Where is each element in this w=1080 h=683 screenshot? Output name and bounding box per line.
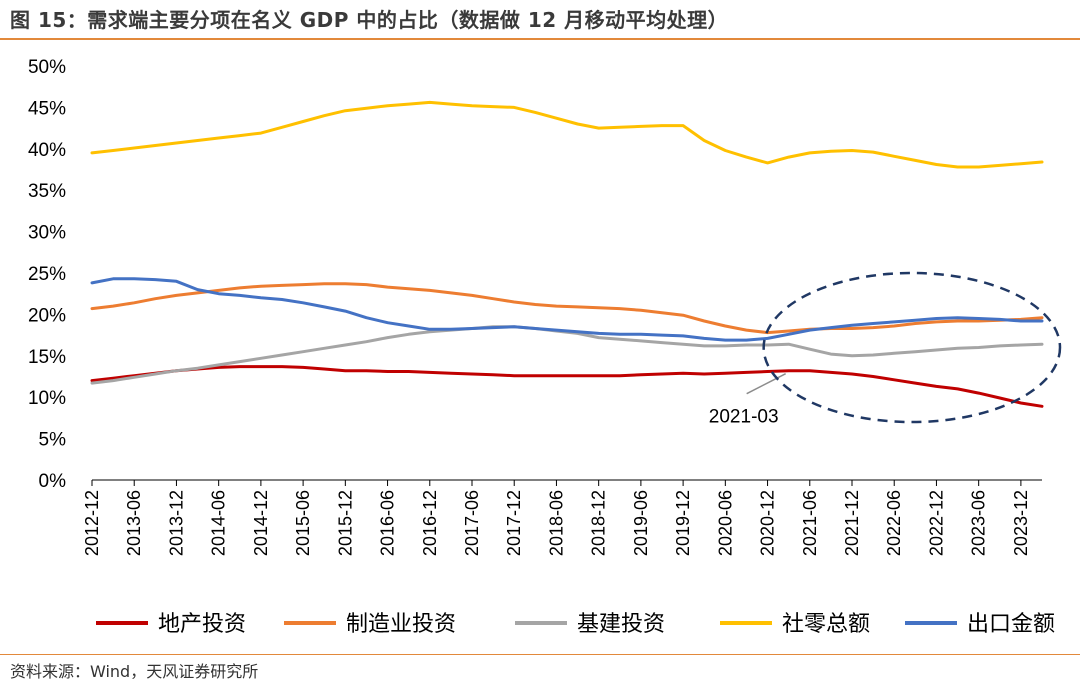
legend-label: 出口金额 <box>967 612 1055 637</box>
y-tick-label: 15% <box>28 347 66 368</box>
y-tick-label: 0% <box>39 471 67 492</box>
x-axis: 2012-12 2013-06 2013-12 2014-06 2014-12 2015-… <box>82 479 1042 556</box>
legend-label: 社零总额 <box>782 612 870 637</box>
title-divider <box>0 38 1080 40</box>
x-tick-label: 2015-06 <box>293 490 313 556</box>
x-tick-label: 2020-06 <box>715 490 735 556</box>
x-tick-label: 2019-12 <box>673 490 693 556</box>
x-tick-label: 2015-12 <box>335 490 355 556</box>
x-tick-label: 2013-12 <box>166 490 186 556</box>
x-tick-label: 2014-12 <box>251 490 271 556</box>
y-tick-label: 45% <box>28 98 66 119</box>
x-tick-label: 2018-12 <box>589 490 609 556</box>
x-tick-label: 2022-12 <box>926 490 946 556</box>
x-tick-label: 2012-12 <box>82 490 102 556</box>
source-note: 资料来源：Wind，天风证券研究所 <box>10 662 259 681</box>
y-tick-label: 50% <box>28 57 66 78</box>
annotation-layer: 2021-03 <box>709 271 1062 428</box>
y-tick-label: 20% <box>28 305 66 326</box>
x-tick-label: 2021-12 <box>842 490 862 556</box>
y-tick-label: 35% <box>28 181 66 202</box>
annotation-pointer <box>746 373 787 395</box>
footer-divider <box>0 654 1080 655</box>
series-line-制造业投资 <box>90 282 1044 335</box>
legend: 地产投资 制造业投资 基建投资 社零总额 出口金额 <box>96 612 1055 637</box>
series-line-出口金额 <box>90 277 1044 342</box>
x-tick-label: 2014-06 <box>209 490 229 556</box>
x-tick-label: 2016-06 <box>378 490 398 556</box>
x-tick-label: 2017-06 <box>462 490 482 556</box>
chart-title: 图 15：需求端主要分项在名义 GDP 中的占比（数据做 12 月移动平均处理） <box>10 8 729 32</box>
y-axis: 0% 5% 10% 15% 20% 25% 30% 35% 40% 45% 50% <box>28 57 66 492</box>
x-tick-label: 2021-06 <box>800 490 820 556</box>
x-tick-label: 2013-06 <box>124 490 144 556</box>
x-tick-label: 2022-06 <box>884 490 904 556</box>
series-line-地产投资 <box>90 365 1044 408</box>
legend-label: 地产投资 <box>158 612 246 637</box>
y-tick-label: 30% <box>28 223 66 244</box>
x-tick-label: 2017-12 <box>504 490 524 556</box>
y-tick-label: 10% <box>28 388 66 409</box>
annotation-label: 2021-03 <box>709 407 779 428</box>
series-line-社零总额 <box>90 100 1044 169</box>
y-tick-label: 40% <box>28 140 66 161</box>
x-tick-label: 2023-06 <box>969 490 989 556</box>
x-tick-label: 2016-12 <box>420 490 440 556</box>
legend-label: 基建投资 <box>577 612 665 637</box>
series-layer <box>90 100 1044 408</box>
y-tick-label: 25% <box>28 264 66 285</box>
y-tick-label: 5% <box>39 430 67 451</box>
x-tick-label: 2020-12 <box>758 490 778 556</box>
x-tick-label: 2023-12 <box>1011 490 1031 556</box>
highlight-ellipse <box>762 271 1062 424</box>
x-tick-label: 2018-06 <box>546 490 566 556</box>
legend-label: 制造业投资 <box>346 612 456 637</box>
x-tick-label: 2019-06 <box>631 490 651 556</box>
line-chart: 0%5%10%15%20%25%30%35%40%45%50% 2012-12 2… <box>28 57 1062 637</box>
